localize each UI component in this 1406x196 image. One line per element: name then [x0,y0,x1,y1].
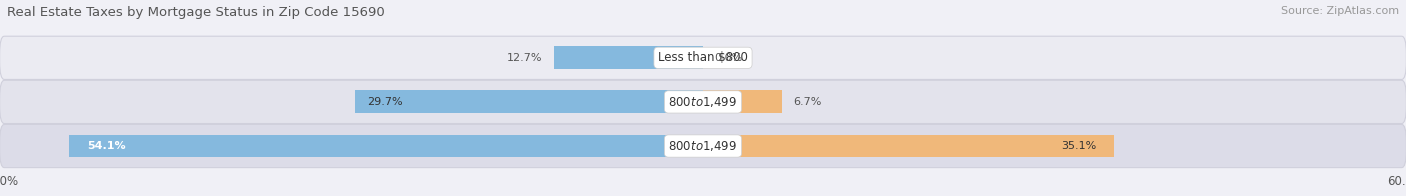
Text: 12.7%: 12.7% [508,53,543,63]
Text: $800 to $1,499: $800 to $1,499 [668,95,738,109]
Text: $800 to $1,499: $800 to $1,499 [668,139,738,153]
Text: 35.1%: 35.1% [1062,141,1097,151]
FancyBboxPatch shape [0,80,1406,123]
FancyBboxPatch shape [0,124,1406,168]
Bar [69,135,703,158]
Text: 29.7%: 29.7% [367,97,402,107]
FancyBboxPatch shape [0,36,1406,79]
Text: Real Estate Taxes by Mortgage Status in Zip Code 15690: Real Estate Taxes by Mortgage Status in … [7,6,385,19]
Text: Source: ZipAtlas.com: Source: ZipAtlas.com [1281,6,1399,16]
Text: 54.1%: 54.1% [87,141,125,151]
Bar [554,46,703,69]
Text: 6.7%: 6.7% [793,97,821,107]
Bar [354,91,703,113]
Text: Less than $800: Less than $800 [658,51,748,64]
Text: 0.0%: 0.0% [714,53,742,63]
Bar [703,135,1115,158]
Bar [703,91,782,113]
